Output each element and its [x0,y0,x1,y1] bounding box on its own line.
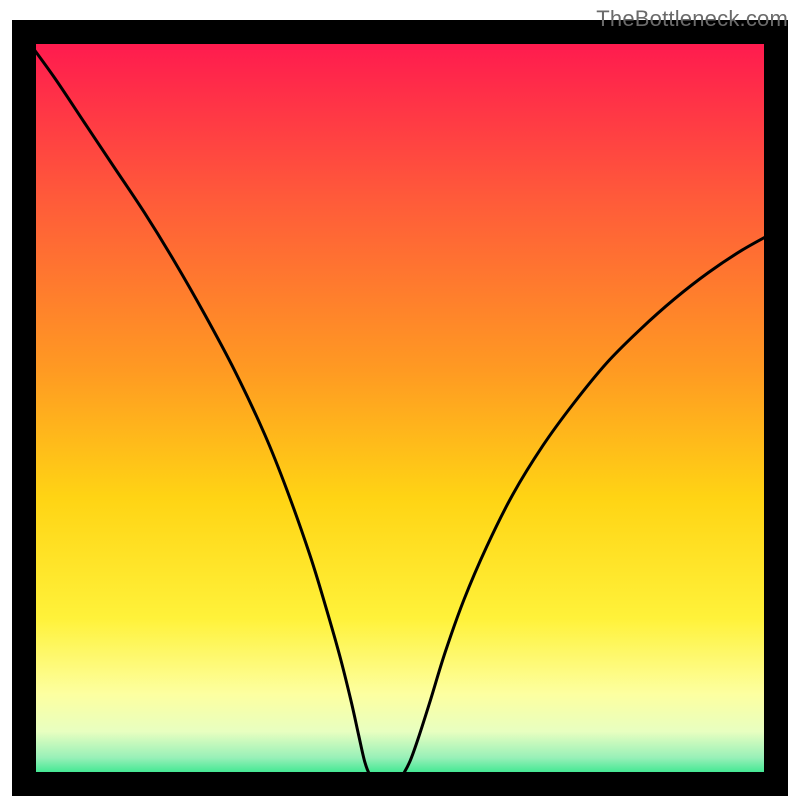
chart-container: TheBottleneck.com [0,0,800,800]
plot-background [24,32,776,784]
watermark-text: TheBottleneck.com [596,6,788,32]
bottleneck-chart-svg [0,0,800,800]
